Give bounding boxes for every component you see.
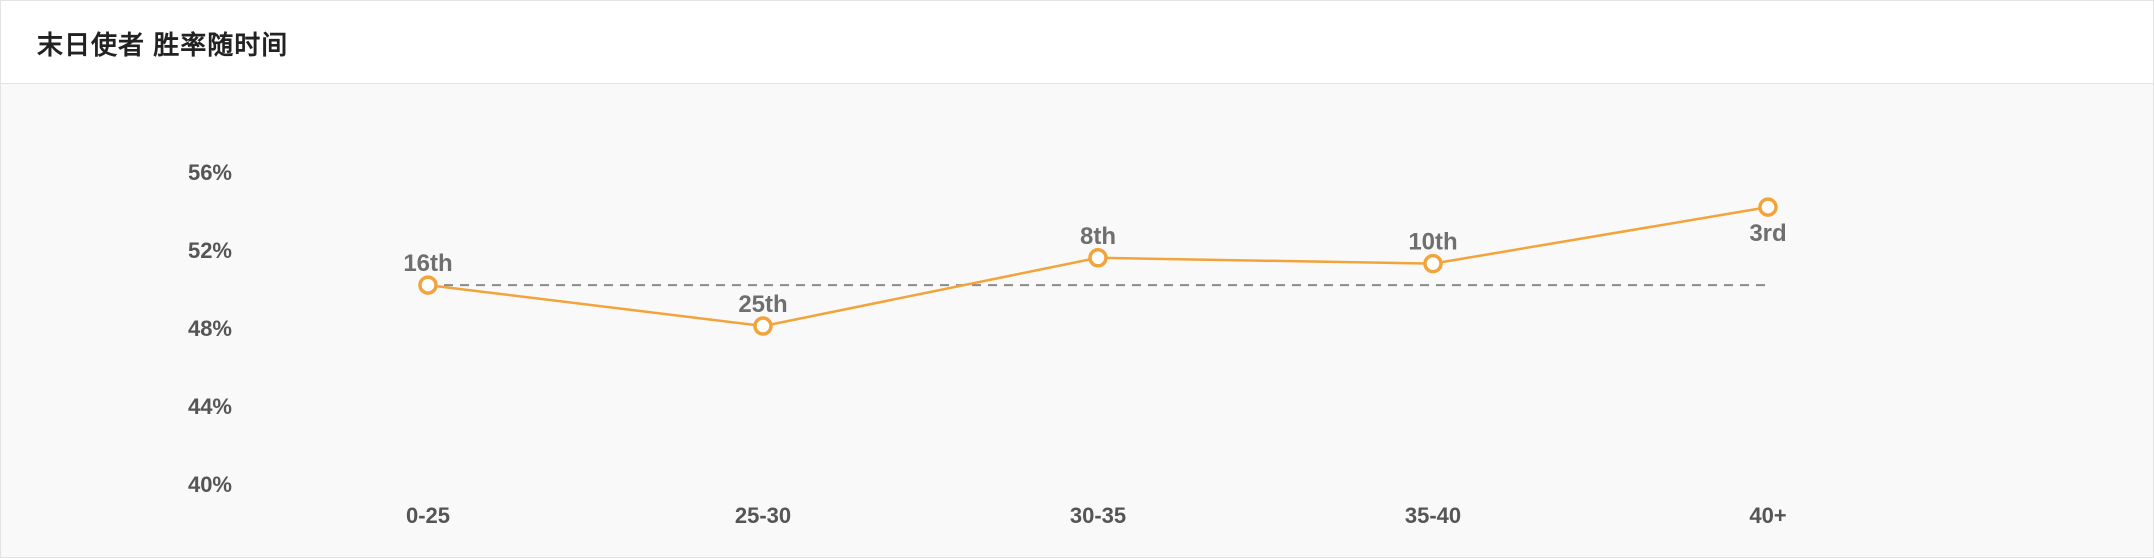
x-tick-label: 35-40	[1405, 503, 1461, 528]
panel-header: 末日使者 胜率随时间	[1, 1, 2153, 84]
data-point[interactable]	[1758, 197, 1778, 217]
rank-label: 16th	[403, 250, 452, 277]
data-point[interactable]	[753, 316, 773, 336]
x-tick-label: 0-25	[406, 503, 450, 528]
y-tick-label: 56%	[188, 160, 232, 185]
rank-label: 3rd	[1749, 220, 1786, 247]
rank-label: 25th	[738, 291, 787, 318]
rank-labels: 16th 25th 8th 10th 3rd	[403, 220, 1786, 318]
data-points	[418, 197, 1778, 336]
chart-title: 末日使者 胜率随时间	[37, 30, 289, 60]
rank-label: 10th	[1408, 229, 1457, 256]
y-axis: 40% 44% 48% 52% 56%	[188, 160, 232, 497]
x-tick-label: 30-35	[1070, 503, 1126, 528]
x-axis: 0-25 25-30 30-35 35-40 40+	[406, 503, 1787, 528]
x-tick-label: 40+	[1749, 503, 1786, 528]
data-point[interactable]	[1423, 253, 1443, 274]
rank-label: 8th	[1080, 223, 1116, 250]
y-tick-label: 52%	[188, 238, 232, 263]
data-point[interactable]	[418, 275, 438, 295]
y-tick-label: 48%	[188, 316, 232, 341]
x-tick-label: 25-30	[735, 503, 791, 528]
data-point[interactable]	[1088, 248, 1108, 268]
y-tick-label: 40%	[188, 472, 232, 497]
y-tick-label: 44%	[188, 394, 232, 419]
